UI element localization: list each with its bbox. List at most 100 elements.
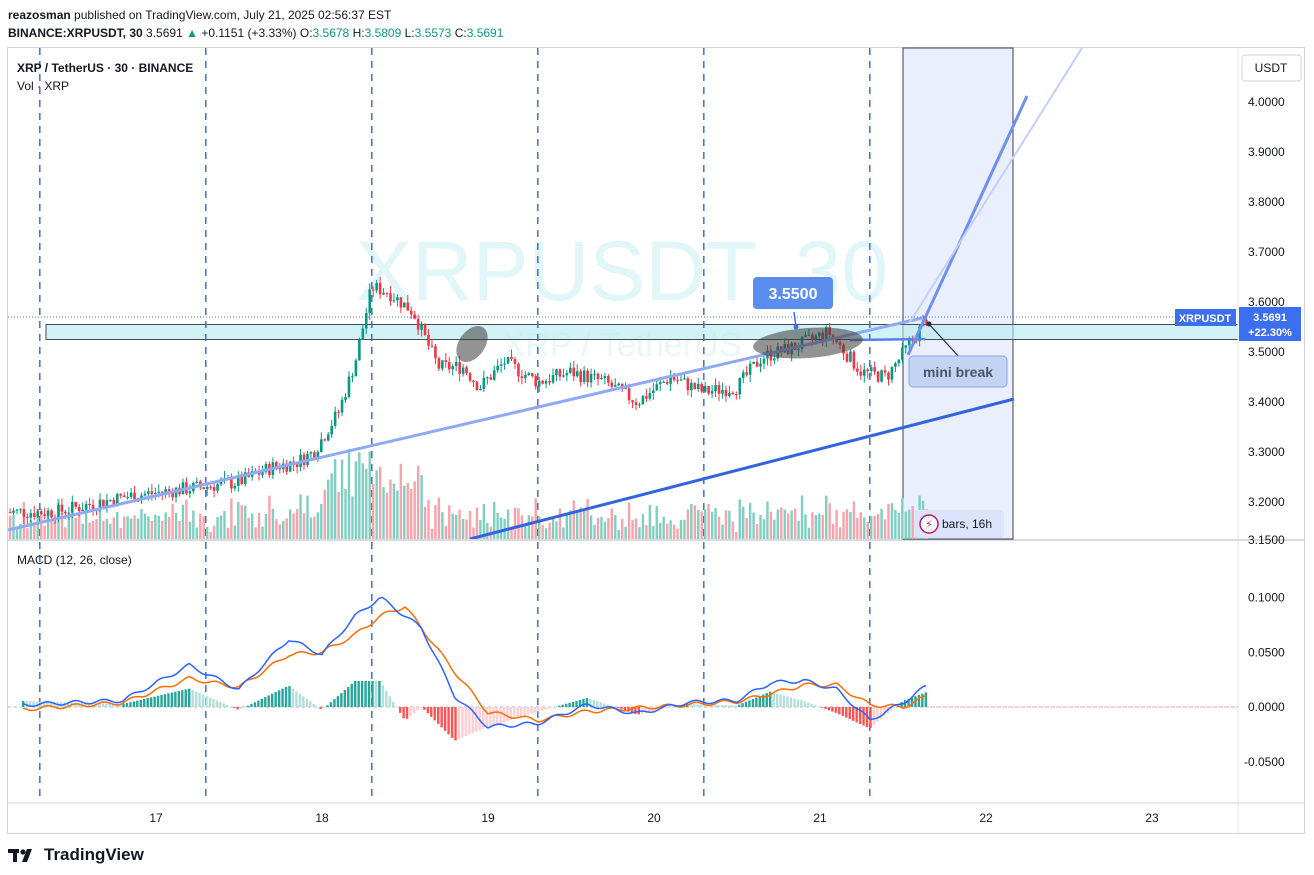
volume-bar: [91, 520, 95, 539]
time-tick-label: 17: [149, 811, 163, 825]
candle-body: [81, 509, 84, 512]
macd-histogram-bar: [564, 703, 568, 707]
tradingview-logo[interactable]: TradingView: [8, 845, 144, 865]
price-callout[interactable]: 3.5500: [753, 277, 833, 330]
macd-histogram-bar: [405, 707, 409, 719]
macd-histogram-bar: [907, 698, 910, 707]
candle-body: [195, 481, 199, 483]
currency-button[interactable]: [1241, 54, 1302, 82]
volume-bar: [620, 519, 624, 539]
macd-histogram-bar: [820, 707, 824, 708]
highlight-ellipse-left[interactable]: [450, 320, 494, 368]
macd-scale-ticks[interactable]: 0.1000 0.0500 0.0000 -0.0500: [1244, 591, 1285, 769]
price-change: +0.1151 (+3.33%): [201, 26, 297, 40]
macd-histogram-bar: [191, 690, 194, 707]
candle-body: [19, 509, 22, 511]
macd-histogram-bar: [222, 703, 225, 707]
volume-bar: [797, 520, 800, 539]
macd-histogram-bar: [388, 696, 391, 707]
candle-body: [150, 491, 154, 494]
volume-bar: [641, 514, 645, 539]
candle-body: [548, 381, 551, 383]
volume-bar: [247, 517, 250, 539]
candle-body: [354, 360, 358, 377]
macd-histogram-bar: [198, 693, 201, 707]
candle-body: [454, 361, 458, 367]
mini-break-callout[interactable]: mini break: [908, 321, 1008, 388]
volume-bar: [171, 503, 174, 539]
candle-body: [396, 297, 399, 301]
macd-histogram-bar: [347, 687, 350, 707]
price-scale-ticks[interactable]: 4.0000 3.9000 3.8000 3.7000 3.6000 3.5000 3.40…: [1248, 95, 1285, 547]
candle-body: [91, 505, 95, 510]
volume-bar: [482, 503, 486, 539]
legend-macd[interactable]: MACD (12, 26, close): [17, 553, 132, 567]
rising-trendline-dark[interactable]: [469, 397, 1015, 539]
macd-histogram-bar: [271, 693, 274, 707]
legend-volume[interactable]: Vol · XRP: [17, 79, 69, 93]
macd-histogram-bar: [544, 707, 547, 710]
candle-body: [205, 486, 209, 490]
macd-histogram-bar: [277, 690, 281, 707]
highlight-ellipse-right[interactable]: [752, 324, 864, 362]
candle-body: [510, 356, 513, 360]
volume-bar: [109, 523, 112, 539]
volume-bar: [793, 508, 797, 539]
candle-body: [126, 497, 129, 499]
volume-bar: [731, 521, 735, 539]
symbol-price-tag[interactable]: XRPUSDT 3.5691 +22.30%: [1175, 307, 1301, 341]
projection-range-box[interactable]: [902, 47, 1014, 540]
candle-body: [600, 378, 603, 380]
volume-bar: [389, 479, 392, 539]
author-name[interactable]: reazosman: [8, 8, 71, 22]
volume-bar: [579, 507, 582, 539]
macd-histogram-bar: [284, 686, 288, 707]
legend-title[interactable]: XRP / TetherUS · 30 · BINANCE: [17, 61, 193, 75]
projection-line-strong[interactable]: [906, 95, 1029, 356]
candle-body: [914, 340, 918, 342]
candle-body: [60, 504, 64, 512]
macd-histogram-bar: [710, 704, 713, 707]
volume-bar: [150, 520, 154, 539]
volume-bar: [714, 508, 717, 539]
time-tick-label: 20: [647, 811, 661, 825]
macd-histogram-bar: [668, 707, 672, 708]
macd-histogram-bar: [724, 705, 727, 707]
macd-histogram-bar: [603, 703, 606, 707]
candle-body: [652, 390, 655, 393]
time-axis[interactable]: 17 18 19 20 21 22 23: [149, 811, 1159, 825]
volume-bar: [683, 519, 686, 539]
volume-bar: [745, 517, 748, 539]
macd-histogram-bar: [305, 698, 308, 707]
volume-bar: [513, 507, 517, 539]
volume-bar: [299, 494, 302, 539]
candle-body: [143, 493, 147, 496]
macd-histogram-bar: [831, 707, 834, 712]
candle-body: [261, 472, 264, 475]
symbol-name[interactable]: BINANCE:XRPUSDT, 30: [8, 26, 143, 40]
macd-histogram-bar: [551, 707, 554, 708]
support-zone[interactable]: [45, 324, 1239, 340]
time-tick-label: 22: [979, 811, 993, 825]
volume-bar: [306, 495, 309, 539]
macd-histogram-bar: [537, 707, 540, 712]
macd-histogram-bar: [32, 701, 35, 707]
volume-bar: [610, 508, 614, 539]
volume-bar: [686, 509, 690, 539]
volume-bar: [250, 513, 254, 539]
macd-histogram-bar: [737, 704, 741, 707]
volume-bar: [908, 509, 911, 539]
macd-histogram-bar: [419, 707, 423, 708]
volume-bar: [271, 508, 275, 539]
candle-body: [607, 376, 610, 383]
up-arrow-icon: ▲: [186, 26, 198, 40]
candle-body: [883, 370, 887, 373]
macd-histogram-bar: [827, 707, 831, 711]
macd-histogram-bar: [229, 706, 232, 708]
volume-bar: [814, 515, 818, 539]
candle-body: [133, 492, 136, 502]
macd-line: [22, 596, 927, 729]
bars-range-tag[interactable]: ⚡ bars, 16h: [914, 510, 1004, 538]
projection-line-faint[interactable]: [909, 48, 1083, 323]
